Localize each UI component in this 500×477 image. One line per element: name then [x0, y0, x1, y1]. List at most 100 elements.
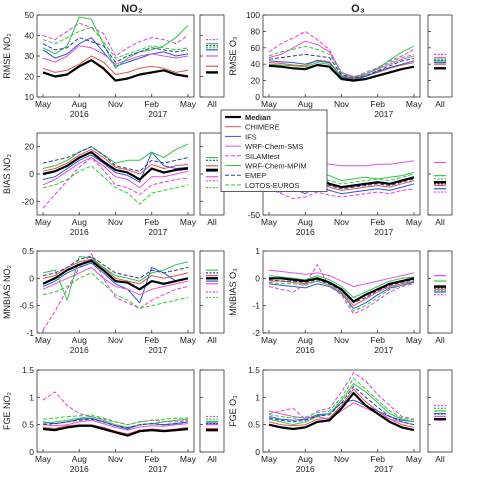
series-line-lotos-euros	[42, 165, 189, 205]
x-tick-label: Nov	[108, 99, 124, 109]
legend: MedianCHIMEREIFSWRF-Chem-SMSSILAMtestWRF…	[220, 109, 328, 192]
x-tick-label: May	[261, 454, 278, 464]
x-tick-label: Nov	[334, 454, 350, 464]
year-label-2016: 2016	[70, 109, 89, 119]
series-line-silamtest	[268, 188, 415, 200]
plot-frame	[36, 250, 195, 334]
all-frame	[427, 132, 453, 216]
x-tick-label: Aug	[72, 454, 87, 464]
all-label: All	[207, 99, 217, 109]
series-line-median	[42, 424, 189, 437]
legend-box	[220, 109, 328, 192]
y-tick-label: 1	[255, 392, 260, 402]
year-label-2017: 2017	[374, 345, 393, 355]
series-line-silamtest	[42, 22, 189, 57]
y-tick-label: 60	[251, 43, 261, 53]
y-tick-label: 20	[25, 72, 35, 82]
series-line-median	[269, 277, 415, 303]
all-frame	[427, 369, 453, 453]
y-tick-label: 0.5	[22, 420, 34, 430]
x-tick-label: Aug	[72, 217, 87, 227]
series-line-lotos-euros	[42, 26, 189, 59]
y-tick-label: -1	[26, 328, 34, 338]
y-tick-label: 10	[25, 92, 35, 102]
year-label-2017: 2017	[374, 109, 393, 119]
x-tick-label: May	[35, 217, 52, 227]
y-tick-label: 50	[25, 10, 35, 20]
plot-frame	[36, 132, 195, 216]
series-line-wrf-chem-mpim	[42, 143, 189, 169]
x-tick-label: Feb	[370, 99, 385, 109]
series-line-lotos-euros	[268, 377, 415, 421]
x-tick-label: May	[261, 217, 278, 227]
all-frame	[427, 250, 453, 334]
all-label: All	[207, 454, 217, 464]
year-label-2017: 2017	[148, 227, 167, 237]
column-title-no2: NO₂	[121, 3, 143, 15]
series-line-lotos-euros	[268, 280, 415, 312]
y-tick-label: 1.5	[22, 365, 34, 375]
y-tick-label: 1.5	[248, 365, 260, 375]
series-line-ifs	[42, 151, 189, 183]
legend-label-lotos-euros: LOTOS-EUROS	[245, 181, 299, 190]
y-tick-label: 0	[255, 447, 260, 457]
year-label-2016: 2016	[70, 464, 89, 472]
y-tick-label: 1	[255, 246, 260, 256]
series-line-silamtest	[268, 264, 415, 315]
x-tick-label: May	[35, 335, 52, 345]
series-line-median	[268, 63, 415, 82]
y-tick-label: -2	[252, 328, 260, 338]
y-tick-label: -0.5	[19, 301, 34, 311]
y-axis-label: RMSE O₃	[228, 36, 238, 76]
panel-rmse-no2: 10 20 30 40 50 May Aug Nov Feb May 2016 2017 All RMSE…	[2, 10, 225, 119]
series-line-silamtest	[42, 253, 189, 331]
panel-fge-no2: 0 0.5 1 1.5 May Aug Nov Feb May 2016 2017 All FGE NO…	[2, 365, 225, 474]
x-tick-label: May	[35, 99, 52, 109]
series-line-ifs	[268, 60, 415, 81]
panel-bias-no2: -20 0 20 May Aug Nov Feb May 2016 2017 All BIAS NO₂	[2, 132, 225, 237]
all-label: All	[207, 335, 217, 345]
series-line-lotos-euros	[42, 414, 188, 426]
series-line-wrf-chem-sms	[42, 45, 189, 65]
y-tick-label: 40	[251, 59, 261, 69]
x-tick-label: May	[261, 335, 278, 345]
y-tick-label: 20	[25, 142, 35, 152]
series-line-emep	[268, 385, 415, 426]
y-tick-label: 0	[255, 92, 260, 102]
y-tick-label: 80	[251, 26, 261, 36]
x-tick-label: May	[180, 217, 197, 227]
series-line-wrf-chem-sms	[42, 266, 189, 296]
all-frame	[199, 250, 225, 334]
series-line-median	[42, 259, 189, 291]
all-label: All	[435, 335, 445, 345]
panel-fge-o3: 0 0.5 1 1.5 May Aug Nov Feb May 2016 2017 All FGE O₃	[228, 365, 453, 474]
x-tick-label: May	[180, 335, 197, 345]
series-line-median	[42, 58, 189, 82]
y-tick-label: 0	[29, 169, 34, 179]
x-tick-label: Nov	[108, 335, 124, 345]
series-line-wrf-chem-mpim	[268, 275, 415, 298]
x-tick-label: May	[35, 454, 52, 464]
series-line-emep	[42, 256, 189, 279]
series-line-lotos-euros	[42, 272, 189, 309]
x-tick-label: May	[406, 217, 423, 227]
x-tick-label: Aug	[298, 99, 313, 109]
x-tick-label: Feb	[144, 335, 159, 345]
y-tick-label: 30	[25, 51, 35, 61]
series-line-median	[42, 151, 189, 181]
series-line-wrf-chem-mpim	[268, 383, 415, 426]
series-line-chimere	[42, 55, 189, 75]
y-tick-label: 1	[29, 392, 34, 402]
series-line-emep	[42, 146, 189, 172]
legend-label-emep: EMEP	[245, 171, 266, 180]
x-tick-label: Aug	[72, 99, 87, 109]
series-line-chimere	[42, 148, 189, 175]
panel-mnbias-o3: -2 -1 0 1 May Aug Nov Feb May 2016 2017 All MNBIAS O…	[228, 246, 453, 355]
x-tick-label: Nov	[334, 217, 350, 227]
panel-rmse-o3: 020406080100MayAugNovFebMay20162017AllRM…	[228, 10, 453, 119]
series-line-wrf-chem-sms	[268, 269, 415, 287]
series-line-silamtest	[268, 30, 415, 78]
x-tick-label: May	[261, 99, 278, 109]
series-line-median	[268, 391, 415, 432]
